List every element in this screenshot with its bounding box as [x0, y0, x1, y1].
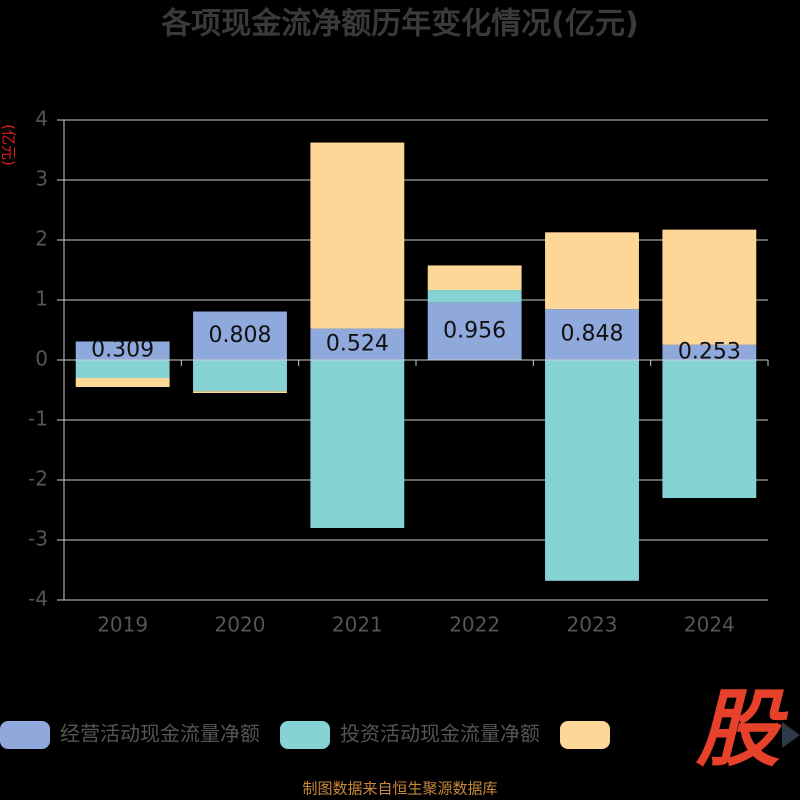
- bar: [545, 232, 639, 310]
- y-tick-label: -1: [28, 407, 48, 431]
- x-tick-label: 2023: [567, 613, 618, 637]
- y-tick-label: 0: [35, 347, 48, 371]
- bar: [427, 302, 522, 360]
- data-label: 0.524: [326, 331, 389, 356]
- chart-title: 各项现金流净额历年变化情况(亿元): [160, 7, 638, 42]
- y-tick-label: -3: [28, 527, 48, 551]
- bar: [545, 360, 639, 581]
- bar: [193, 391, 287, 393]
- y-tick-label: 2: [35, 227, 48, 251]
- data-label: 0.253: [678, 339, 741, 364]
- y-axis-label: (亿元): [0, 124, 18, 166]
- legend-swatch: [280, 721, 330, 749]
- bar: [662, 360, 757, 498]
- legend-label: 经营活动现金流量净额: [60, 722, 260, 746]
- bar: [427, 265, 522, 291]
- data-label: 0.309: [91, 338, 154, 363]
- y-tick-label: 4: [35, 107, 48, 131]
- x-tick-label: 2019: [97, 613, 148, 637]
- x-tick-label: 2024: [684, 613, 735, 637]
- bar: [75, 360, 170, 378]
- data-label: 0.848: [561, 322, 624, 347]
- bar: [193, 360, 287, 392]
- y-tick-label: 3: [35, 167, 48, 191]
- x-tick-label: 2020: [215, 613, 266, 637]
- bar: [310, 142, 405, 329]
- data-label: 0.808: [209, 323, 272, 348]
- legend-swatch: [560, 721, 610, 749]
- bar: [662, 229, 757, 345]
- bar: [310, 328, 405, 360]
- x-tick-label: 2022: [449, 613, 500, 637]
- y-tick-label: -4: [28, 587, 48, 611]
- y-tick-label: -2: [28, 467, 48, 491]
- watermark: 股: [695, 680, 789, 778]
- x-tick-label: 2021: [332, 613, 383, 637]
- legend-label: 投资活动现金流量净额: [340, 722, 540, 746]
- bar: [193, 311, 287, 360]
- legend-arrow: [782, 722, 800, 748]
- bar: [75, 378, 170, 387]
- bar: [662, 344, 757, 360]
- y-tick-label: 1: [35, 287, 48, 311]
- source-note: 制图数据来自恒生聚源数据库: [302, 780, 497, 798]
- bar: [75, 341, 170, 360]
- bar: [310, 360, 405, 528]
- bar: [545, 309, 639, 360]
- data-label: 0.956: [443, 318, 506, 343]
- bar: [427, 290, 522, 303]
- legend-swatch: [0, 721, 50, 749]
